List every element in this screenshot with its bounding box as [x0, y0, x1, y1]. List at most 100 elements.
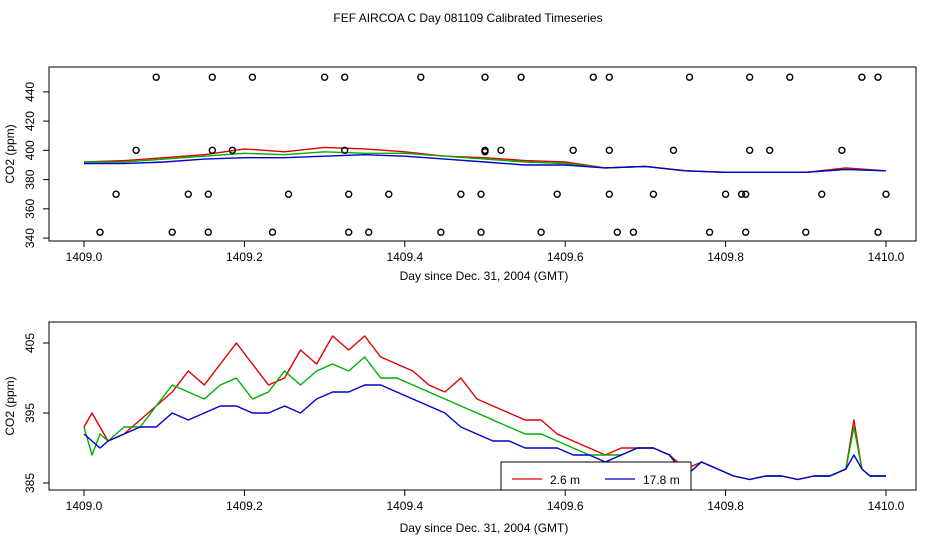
- top-data-marker: [417, 73, 425, 81]
- bottom-x-tick-label: 1409.4: [386, 499, 423, 513]
- top-data-marker: [802, 228, 810, 236]
- top-data-marker: [268, 228, 277, 236]
- top-data-marker: [553, 190, 561, 198]
- top-data-marker: [818, 190, 826, 198]
- top-data-marker: [437, 228, 445, 236]
- bottom-x-ticks: 1409.0 1409.2 1409.4 1409.6 1409.8 1410.0: [66, 490, 905, 513]
- bottom-x-axis-title: Day since Dec. 31, 2004 (GMT): [400, 521, 569, 535]
- legend: 2.6 m 17.8 m: [500, 461, 692, 491]
- top-data-marker: [204, 190, 213, 198]
- top-y-ticks: 340 360 380 400 420 440: [23, 82, 49, 248]
- top-data-marker: [589, 73, 597, 81]
- top-y-tick-label: 360: [23, 198, 37, 218]
- top-x-tick-label: 1409.0: [66, 250, 103, 264]
- top-data-marker: [204, 228, 213, 236]
- top-data-marker: [184, 190, 193, 198]
- top-data-marker: [613, 228, 621, 236]
- legend-box: [500, 461, 692, 491]
- top-y-tick-label: 420: [23, 111, 37, 131]
- top-data-marker: [569, 146, 577, 155]
- top-x-tick-label: 1410.0: [868, 250, 905, 264]
- bottom-y-tick-label: 385: [23, 473, 37, 493]
- top-y-tick-label: 340: [23, 228, 37, 248]
- top-data-marker: [365, 228, 373, 236]
- bottom-series-line-2-6-m: [83, 335, 886, 481]
- top-x-tick-label: 1409.4: [386, 250, 423, 264]
- top-data-marker: [882, 190, 890, 198]
- top-x-ticks: 1409.0 1409.2 1409.4 1409.6 1409.8 1410.0: [66, 241, 905, 264]
- top-marker-layer: [96, 73, 890, 236]
- top-data-marker: [497, 146, 505, 155]
- top-data-marker: [385, 190, 393, 198]
- top-data-marker: [705, 228, 714, 236]
- top-data-marker: [605, 146, 613, 155]
- bottom-y-tick-label: 405: [23, 333, 37, 353]
- top-data-marker: [208, 73, 217, 81]
- top-x-tick-label: 1409.6: [547, 250, 584, 264]
- bottom-y-tick-label: 395: [23, 403, 37, 423]
- top-data-marker: [284, 190, 293, 198]
- top-y-tick-label: 380: [23, 169, 37, 189]
- bottom-x-tick-label: 1409.6: [547, 499, 584, 513]
- top-data-marker: [248, 73, 257, 81]
- top-y-axis-title: CO2 (ppm): [3, 124, 17, 183]
- top-data-marker: [132, 146, 140, 155]
- top-x-tick-label: 1409.8: [707, 250, 744, 264]
- top-data-marker: [766, 146, 774, 155]
- bottom-panel-co2-profile: 1409.0 1409.2 1409.4 1409.6 1409.8 1410.0 385…: [3, 321, 917, 535]
- top-data-marker: [341, 73, 349, 81]
- top-data-marker: [152, 73, 160, 81]
- top-data-marker: [629, 228, 638, 236]
- top-data-marker: [858, 73, 866, 81]
- bottom-x-tick-label: 1409.8: [707, 499, 744, 513]
- top-data-marker: [112, 190, 120, 198]
- top-x-axis-title: Day since Dec. 31, 2004 (GMT): [400, 269, 569, 283]
- bottom-plot-frame: [48, 321, 917, 491]
- top-data-marker: [477, 190, 485, 198]
- top-data-marker: [96, 228, 104, 236]
- top-data-marker: [228, 146, 237, 155]
- legend-label-17-8m: 17.8 m: [643, 473, 680, 487]
- top-data-marker: [721, 190, 730, 198]
- top-x-tick-label: 1409.2: [226, 250, 263, 264]
- top-data-marker: [605, 73, 613, 81]
- top-y-tick-label: 440: [23, 82, 37, 102]
- top-data-marker: [477, 228, 485, 236]
- top-data-marker: [874, 73, 882, 81]
- bottom-x-tick-label: 1409.0: [66, 499, 103, 513]
- top-data-marker: [320, 73, 329, 81]
- top-data-marker: [208, 146, 217, 155]
- top-data-marker: [649, 190, 658, 198]
- top-data-marker: [746, 146, 754, 155]
- top-data-marker: [481, 148, 489, 156]
- top-data-marker: [874, 228, 882, 236]
- top-data-marker: [537, 228, 545, 236]
- bottom-y-ticks: 385 395 405: [23, 333, 49, 493]
- bottom-x-tick-label: 1410.0: [868, 499, 905, 513]
- bottom-y-axis-title: CO2 (ppm): [3, 376, 17, 435]
- top-data-marker: [345, 228, 353, 236]
- bottom-series-line-17-8-m: [83, 384, 886, 481]
- top-data-marker: [786, 73, 794, 81]
- top-data-marker: [838, 146, 846, 155]
- top-data-marker: [685, 73, 694, 81]
- bottom-series-layer: [83, 335, 886, 481]
- legend-label-2-6m: 2.6 m: [550, 473, 580, 487]
- top-data-marker: [345, 190, 353, 198]
- top-data-marker: [737, 190, 746, 198]
- top-y-tick-label: 400: [23, 140, 37, 160]
- top-data-marker: [341, 146, 349, 155]
- figure-title: FEF AIRCOA C Day 081109 Calibrated Times…: [333, 11, 602, 25]
- top-series-line-2-6-m: [83, 146, 887, 173]
- bottom-series-line-green: [83, 356, 886, 481]
- top-data-marker: [746, 73, 754, 81]
- top-series-line-17-8-m: [84, 154, 887, 173]
- top-data-marker: [517, 73, 525, 81]
- top-data-marker: [457, 190, 465, 198]
- top-data-marker: [669, 146, 678, 155]
- top-data-marker: [605, 190, 613, 198]
- top-data-marker: [481, 73, 489, 81]
- bottom-x-tick-label: 1409.2: [226, 499, 263, 513]
- top-data-marker: [742, 190, 750, 198]
